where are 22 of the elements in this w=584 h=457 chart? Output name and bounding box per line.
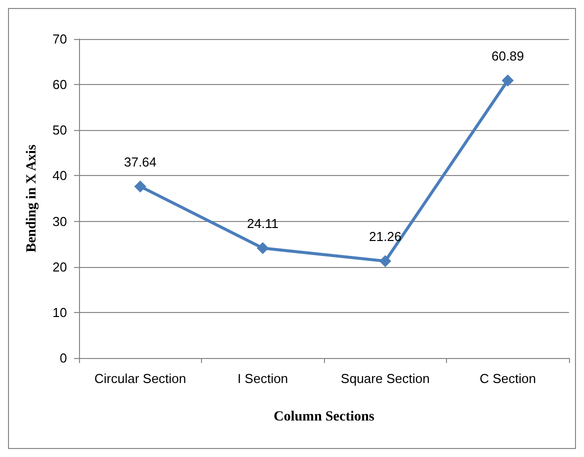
point — [256, 242, 269, 254]
y-tick-label: 60 — [52, 77, 67, 92]
y-tick-label: 50 — [52, 122, 67, 138]
y-axis-title: Bending in X Axis — [24, 144, 40, 252]
x-tick-label: Square Section — [340, 371, 430, 386]
point — [502, 74, 514, 87]
y-tick-label: 70 — [52, 32, 67, 46]
x-tick-label: C Section — [480, 371, 536, 386]
y-tick-label: 0 — [60, 350, 67, 366]
data-label: 37.64 — [124, 154, 157, 170]
point — [134, 180, 146, 192]
point — [379, 255, 392, 268]
data-label: 21.26 — [368, 229, 402, 244]
x-axis-title: Column Sections — [274, 410, 375, 424]
x-tick-label: Circular Section — [94, 371, 186, 386]
x-tick-label: I Section — [237, 371, 288, 386]
y-tick-label: 10 — [52, 304, 67, 320]
y-tick-label: 40 — [52, 168, 67, 184]
y-tick-label: 20 — [52, 259, 67, 274]
data-label: 24.11 — [246, 216, 279, 232]
data-label: 60.89 — [491, 48, 524, 64]
y-tick-label: 30 — [52, 214, 67, 229]
